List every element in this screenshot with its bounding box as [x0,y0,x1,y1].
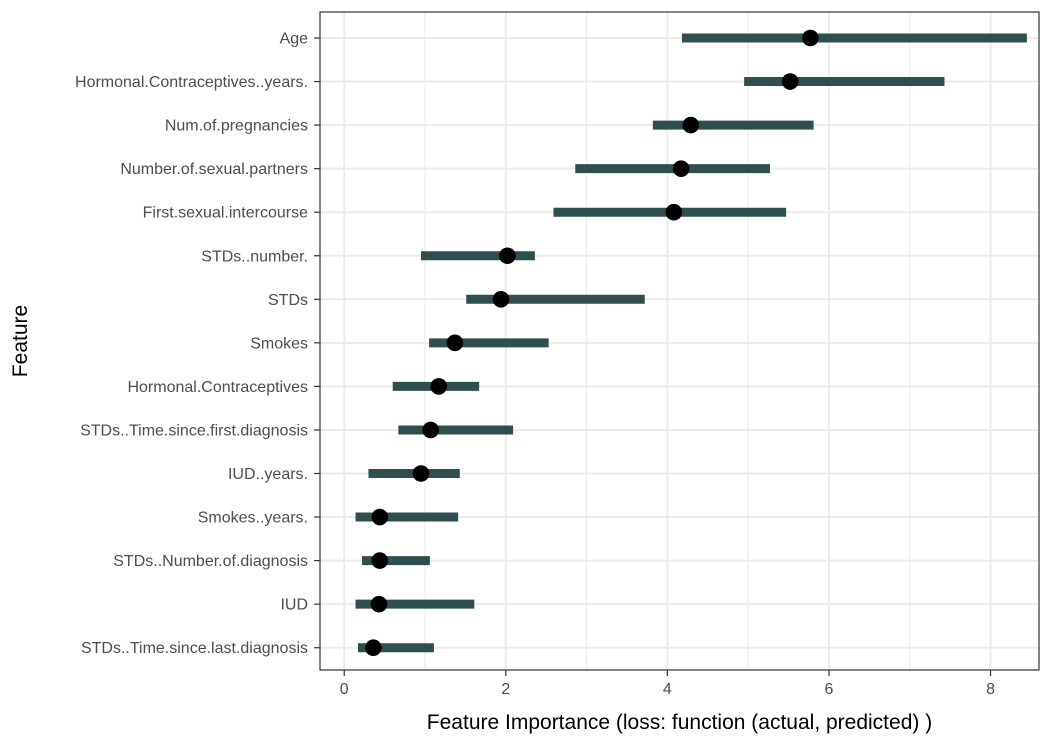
y-tick-label: IUD [280,597,308,614]
x-tick-label: 8 [986,681,995,698]
importance-point [422,421,439,439]
importance-point [412,465,430,482]
y-tick-label: STDs..Time.since.first.diagnosis [80,422,308,439]
importance-point [682,116,700,134]
importance-point [672,160,690,177]
importance-point [802,29,819,47]
importance-point [371,552,389,569]
y-tick-label: IUD..years. [228,466,308,483]
importance-point [365,639,382,656]
x-tick-label: 0 [340,681,349,698]
y-axis-title: Feature [9,305,32,377]
y-tick-label: STDs..Time.since.last.diagnosis [81,640,308,657]
y-tick-label: STDs..Number.of.diagnosis [113,553,308,570]
importance-points [365,29,819,656]
y-tick-label: Hormonal.Contraceptives [127,379,308,396]
x-tick-label: 4 [663,681,672,698]
gridlines [320,12,1039,670]
importance-point [370,595,388,613]
y-tick-label: STDs..number. [201,248,308,265]
importance-point [781,73,799,90]
importance-point [430,378,448,395]
y-tick-label: Smokes..years. [198,510,308,527]
y-tick-label: Hormonal.Contraceptives..years. [75,74,308,91]
y-tick-label: First.sexual.intercourse [143,205,308,222]
x-axis: 0 2 4 6 8 [340,670,995,698]
importance-point [499,247,516,265]
y-tick-label: Num.of.pregnancies [165,118,308,135]
x-axis-title: Feature Importance (loss: function (actu… [427,711,932,734]
y-tick-label: Number.of.sexual.partners [120,161,308,178]
panel-border [319,11,1040,671]
y-tick-label: Smokes [250,335,308,352]
x-tick-label: 6 [825,681,834,698]
x-tick-label: 2 [501,681,510,698]
y-tick-label: STDs [268,292,308,309]
y-tick-label: Age [280,31,309,48]
importance-point [492,291,510,308]
importance-point [446,334,464,352]
y-axis: Age Hormonal.Contraceptives..years. Num.of… [75,31,320,657]
importance-point [371,508,389,526]
importance-point [665,203,683,221]
